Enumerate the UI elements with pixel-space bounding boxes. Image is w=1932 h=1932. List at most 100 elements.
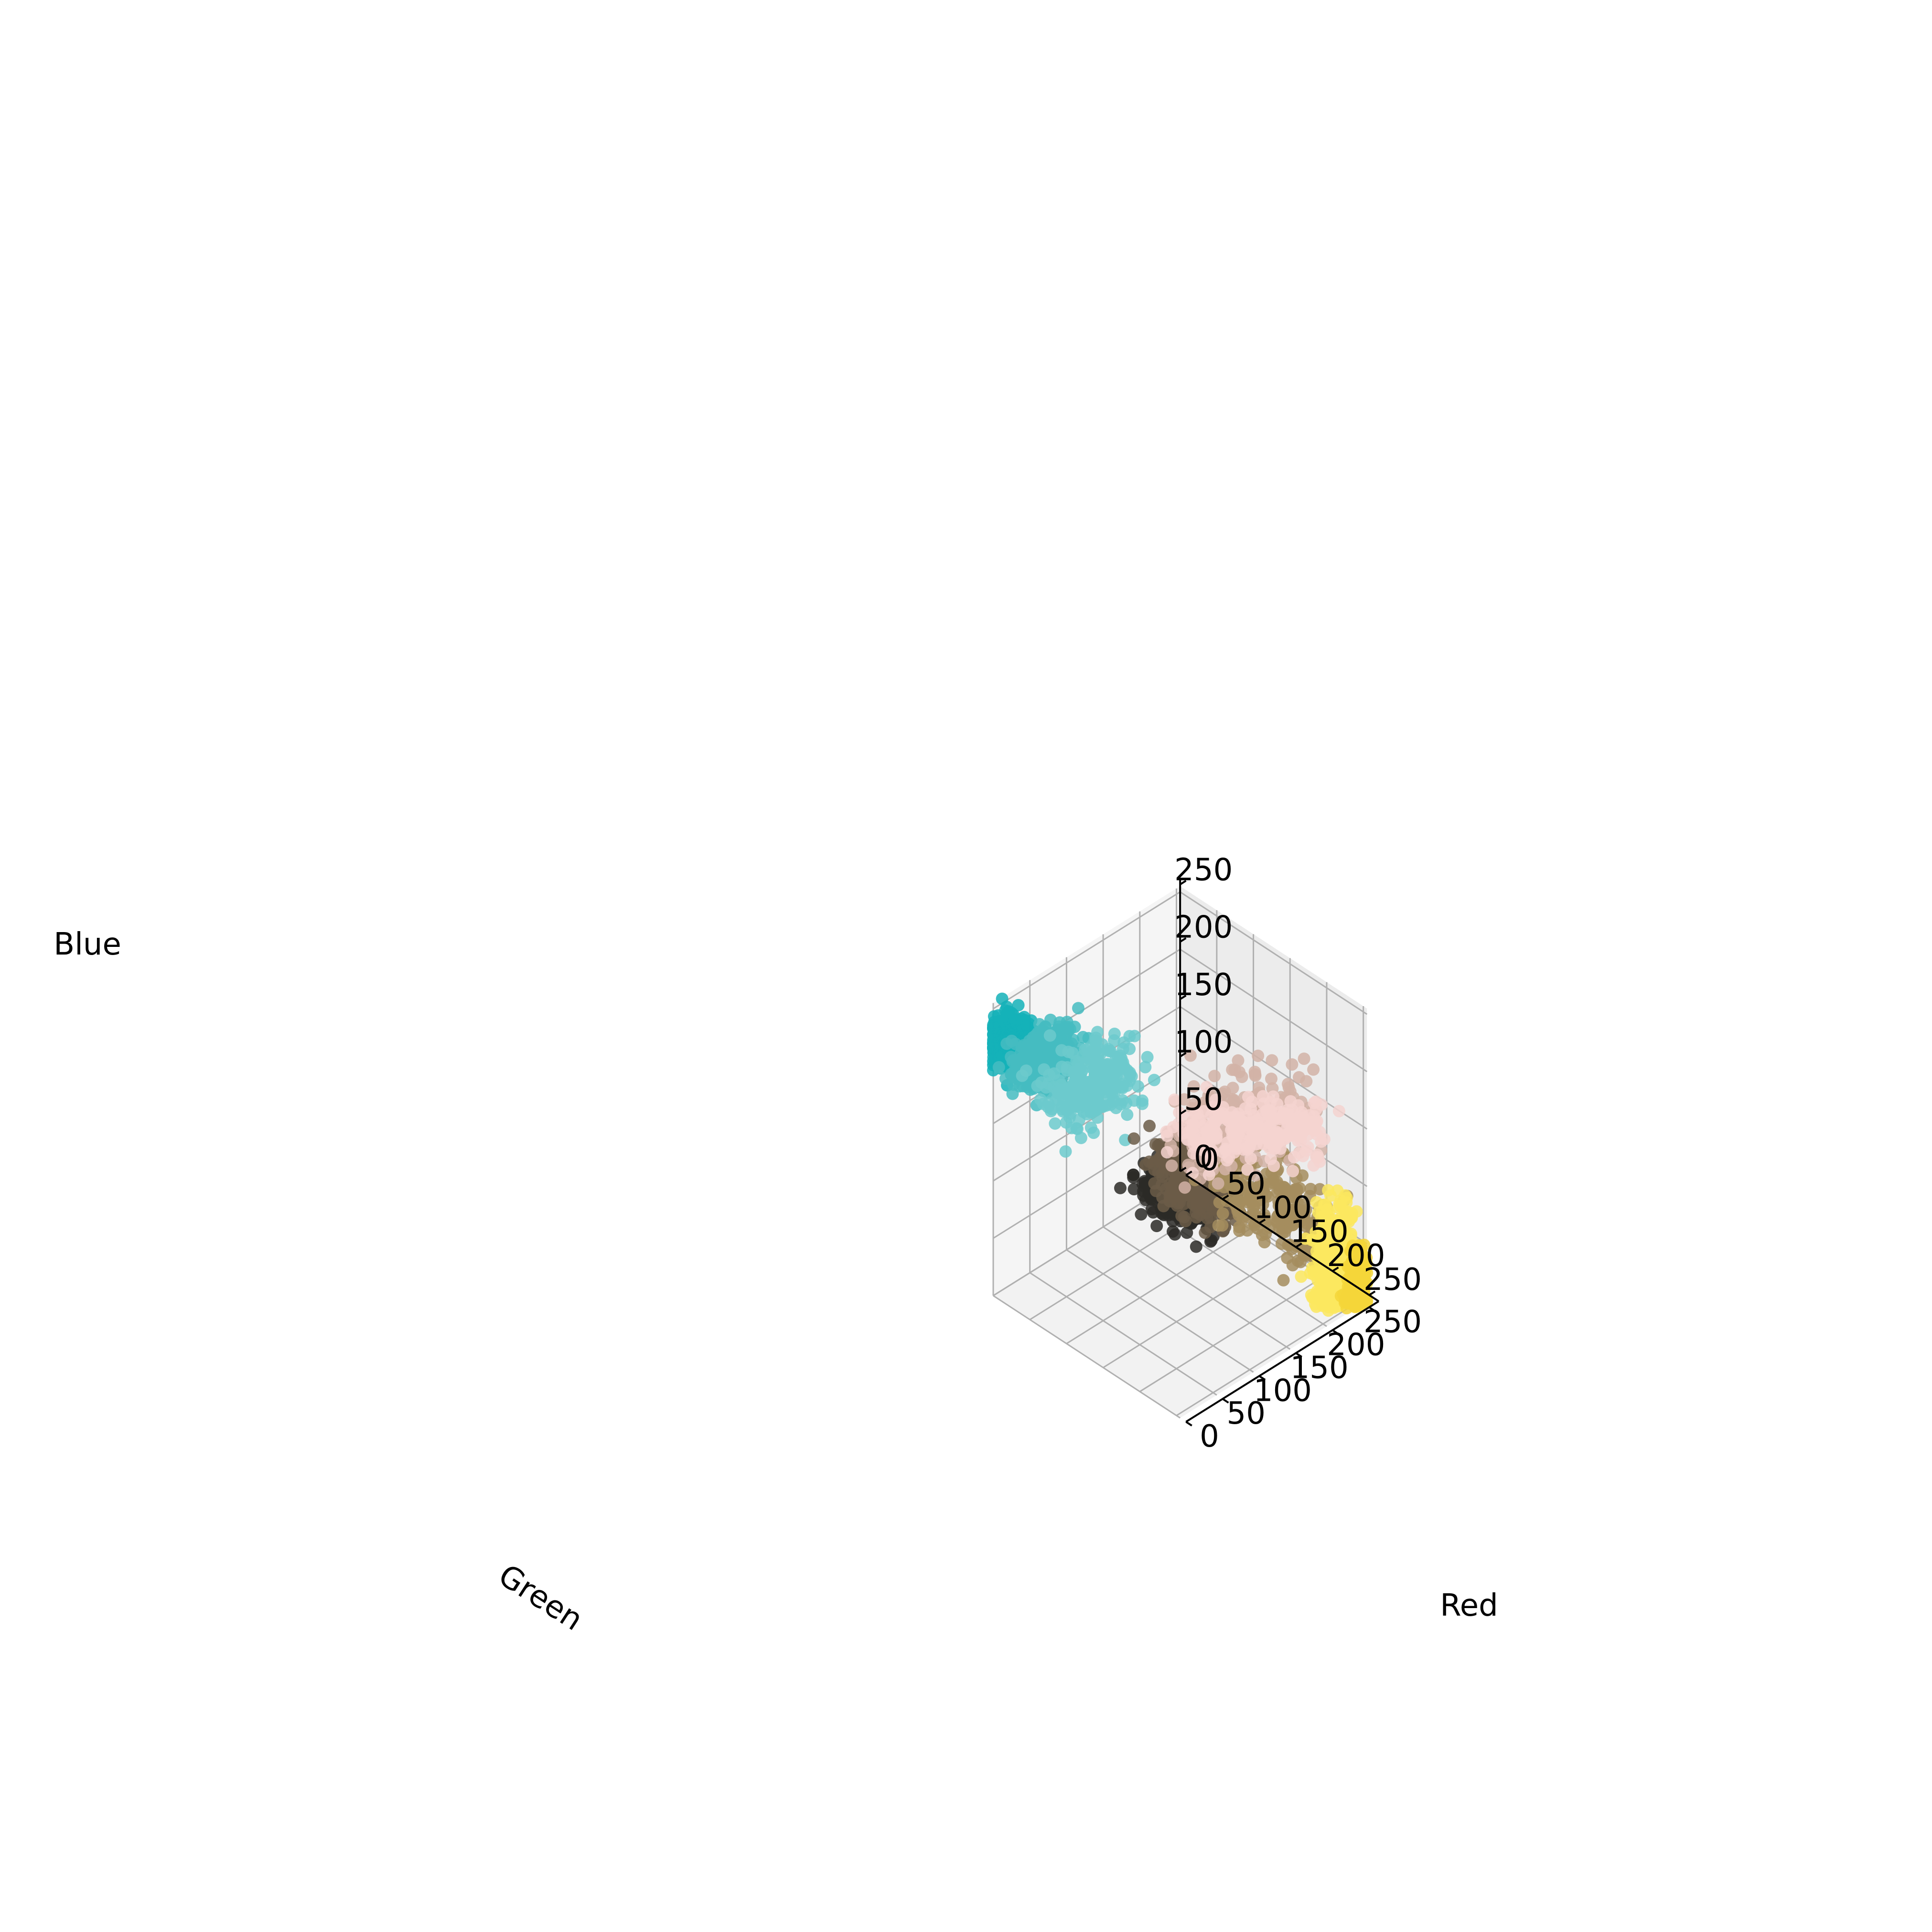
scatter-point (1297, 1117, 1309, 1130)
z-tick (1180, 1052, 1187, 1058)
scatter-point (1287, 1165, 1299, 1178)
scatter-point (1114, 1181, 1127, 1194)
scatter-point (1212, 1177, 1224, 1190)
scatter-point (1179, 1181, 1191, 1194)
scatter-point (1112, 1055, 1125, 1068)
gridline-blue-left-wall (1180, 891, 1368, 1015)
scatter-point (1108, 1028, 1121, 1040)
scatter-point (1074, 1131, 1087, 1144)
scatter-point (1216, 1207, 1229, 1220)
scatter-point (1059, 1145, 1072, 1158)
x-tick (1258, 1375, 1266, 1381)
scatter-point (999, 1022, 1012, 1035)
scatter-point (1165, 1159, 1178, 1172)
scatter-point (1186, 1167, 1199, 1180)
x-tick (1295, 1352, 1302, 1358)
scatter-point (1230, 1128, 1243, 1141)
scatter-point (1286, 1058, 1299, 1071)
scatter-point (1201, 1212, 1213, 1224)
scatter-point (1021, 1081, 1034, 1094)
z-axis-label: Blue (54, 927, 121, 962)
scatter-point (1135, 1208, 1148, 1221)
scatter-point (1294, 1134, 1307, 1147)
z-tick (1180, 1109, 1187, 1115)
y-axis-line (1185, 1174, 1379, 1302)
scatter-point (1123, 1042, 1136, 1055)
scatter-point (1000, 1037, 1013, 1050)
scatter-point (1309, 1103, 1322, 1116)
scatter-point (1012, 999, 1025, 1011)
gridline-blue-right-wall (993, 891, 1181, 1009)
scatter-point (1141, 1051, 1154, 1063)
scatter-point (1285, 1120, 1298, 1133)
scatter-point (1190, 1240, 1202, 1253)
scatter-point (1245, 1095, 1258, 1108)
scatter-point (1079, 1043, 1092, 1056)
scatter-point (992, 1061, 1005, 1073)
scatter-point (1163, 1194, 1176, 1207)
scatter-point (1139, 1061, 1152, 1073)
scatter-point (1127, 1183, 1140, 1196)
scatter-point (1068, 1079, 1081, 1092)
scatter-point (1349, 1265, 1362, 1278)
scatter-point (1210, 1131, 1223, 1144)
gridline-green-floor (1066, 1226, 1254, 1344)
z-tick-label: 0 (1194, 1139, 1213, 1175)
scatter-point (1198, 1119, 1211, 1132)
z-tick (1180, 995, 1187, 1000)
y-tick-label: 0 (1200, 1142, 1219, 1178)
scatter-point (1321, 1203, 1334, 1216)
scatter-point (1168, 1093, 1181, 1106)
scatter-point (1300, 1075, 1313, 1088)
scatter-point (1271, 1098, 1284, 1110)
x-tick-label: 150 (1290, 1350, 1349, 1385)
scatter-point (1015, 1052, 1028, 1065)
scatter-point (1276, 1219, 1288, 1232)
scatter-point (1241, 1163, 1254, 1176)
scatter-point (991, 1046, 1004, 1059)
scatter-point (1127, 1168, 1140, 1181)
scatter-point (1161, 1129, 1173, 1142)
tick-labels: 0005050501001001001501501502002002002502… (1174, 853, 1422, 1455)
scatter-point (1062, 1045, 1075, 1058)
scatter-point (1243, 1193, 1256, 1206)
scatter-point (1076, 1030, 1089, 1043)
scatter-point (1286, 1259, 1299, 1272)
scatter-point (1208, 1070, 1221, 1083)
scatter-point (1181, 1226, 1193, 1239)
scatter-point (1257, 1097, 1270, 1110)
scatter-point (1132, 1080, 1145, 1093)
scatter-point (1095, 1100, 1108, 1113)
scatter-point (1332, 1105, 1345, 1117)
scatter-point (1127, 1132, 1140, 1145)
scatter-point (1094, 1070, 1107, 1083)
scatter-point (1298, 1052, 1310, 1065)
scatter-point (1252, 1050, 1265, 1062)
scatter-point (1056, 1100, 1068, 1113)
scatter-point (1266, 1054, 1278, 1067)
scatter-point (996, 992, 1009, 1005)
scatter-point (1318, 1133, 1331, 1146)
y-tick (1295, 1243, 1302, 1248)
x-tick (1368, 1306, 1376, 1312)
scatter-point (1360, 1251, 1373, 1264)
scatter-point (1187, 1147, 1200, 1160)
gridline-red-floor (1029, 1272, 1217, 1396)
scatter-point (1295, 1270, 1308, 1283)
scatter-point (1138, 1181, 1151, 1193)
scatter-point (1256, 1198, 1269, 1211)
axis-lines (1179, 879, 1379, 1427)
gridline-red-floor (1103, 1226, 1291, 1350)
scatter-point (1178, 1093, 1191, 1106)
scatter-point (1277, 1107, 1290, 1120)
scatter-point (1049, 1117, 1062, 1130)
scatter-point (1204, 1149, 1217, 1162)
scatter-point (1147, 1157, 1159, 1170)
scatter-point (1324, 1189, 1337, 1202)
gridline-red-floor (1066, 1249, 1254, 1373)
scatter-point (1218, 1110, 1231, 1123)
scatter-point (1283, 1129, 1295, 1142)
gridline-green-floor (1176, 1298, 1364, 1417)
